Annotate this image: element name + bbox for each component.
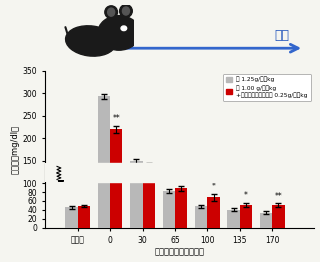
Bar xyxy=(175,188,187,228)
Bar xyxy=(228,210,240,228)
Bar xyxy=(240,205,252,228)
Y-axis label: 血糖値（mg/dl）: 血糖値（mg/dl） xyxy=(11,125,20,174)
Ellipse shape xyxy=(108,8,115,16)
Bar xyxy=(143,165,155,228)
Text: **: ** xyxy=(112,114,120,123)
FancyArrowPatch shape xyxy=(92,44,298,52)
Bar xyxy=(98,96,110,228)
Legend: 糖 1.25g/体重kg, 糖 1.00 g/体重kg
+アラニン・プロリン 0.25g/体重kg: 糖 1.25g/体重kg, 糖 1.00 g/体重kg +アラニン・プロリン 0… xyxy=(223,74,311,101)
Text: **: ** xyxy=(275,192,282,200)
Bar xyxy=(207,197,220,228)
Ellipse shape xyxy=(66,26,116,56)
Bar xyxy=(130,161,143,228)
Text: *: * xyxy=(244,191,248,200)
Bar xyxy=(66,207,78,228)
Bar xyxy=(45,163,314,182)
Circle shape xyxy=(98,16,140,50)
Bar xyxy=(195,206,207,228)
Bar xyxy=(110,129,123,228)
Bar xyxy=(272,205,284,228)
Ellipse shape xyxy=(105,6,117,19)
Bar xyxy=(163,191,175,228)
Text: *: * xyxy=(212,182,215,191)
Ellipse shape xyxy=(123,7,130,15)
X-axis label: 運動開始後時間（分）: 運動開始後時間（分） xyxy=(154,247,204,256)
Bar xyxy=(260,213,272,228)
Circle shape xyxy=(121,26,127,31)
Bar xyxy=(58,163,301,182)
Bar xyxy=(78,206,90,228)
Ellipse shape xyxy=(120,5,132,17)
Text: 走行: 走行 xyxy=(274,29,289,41)
